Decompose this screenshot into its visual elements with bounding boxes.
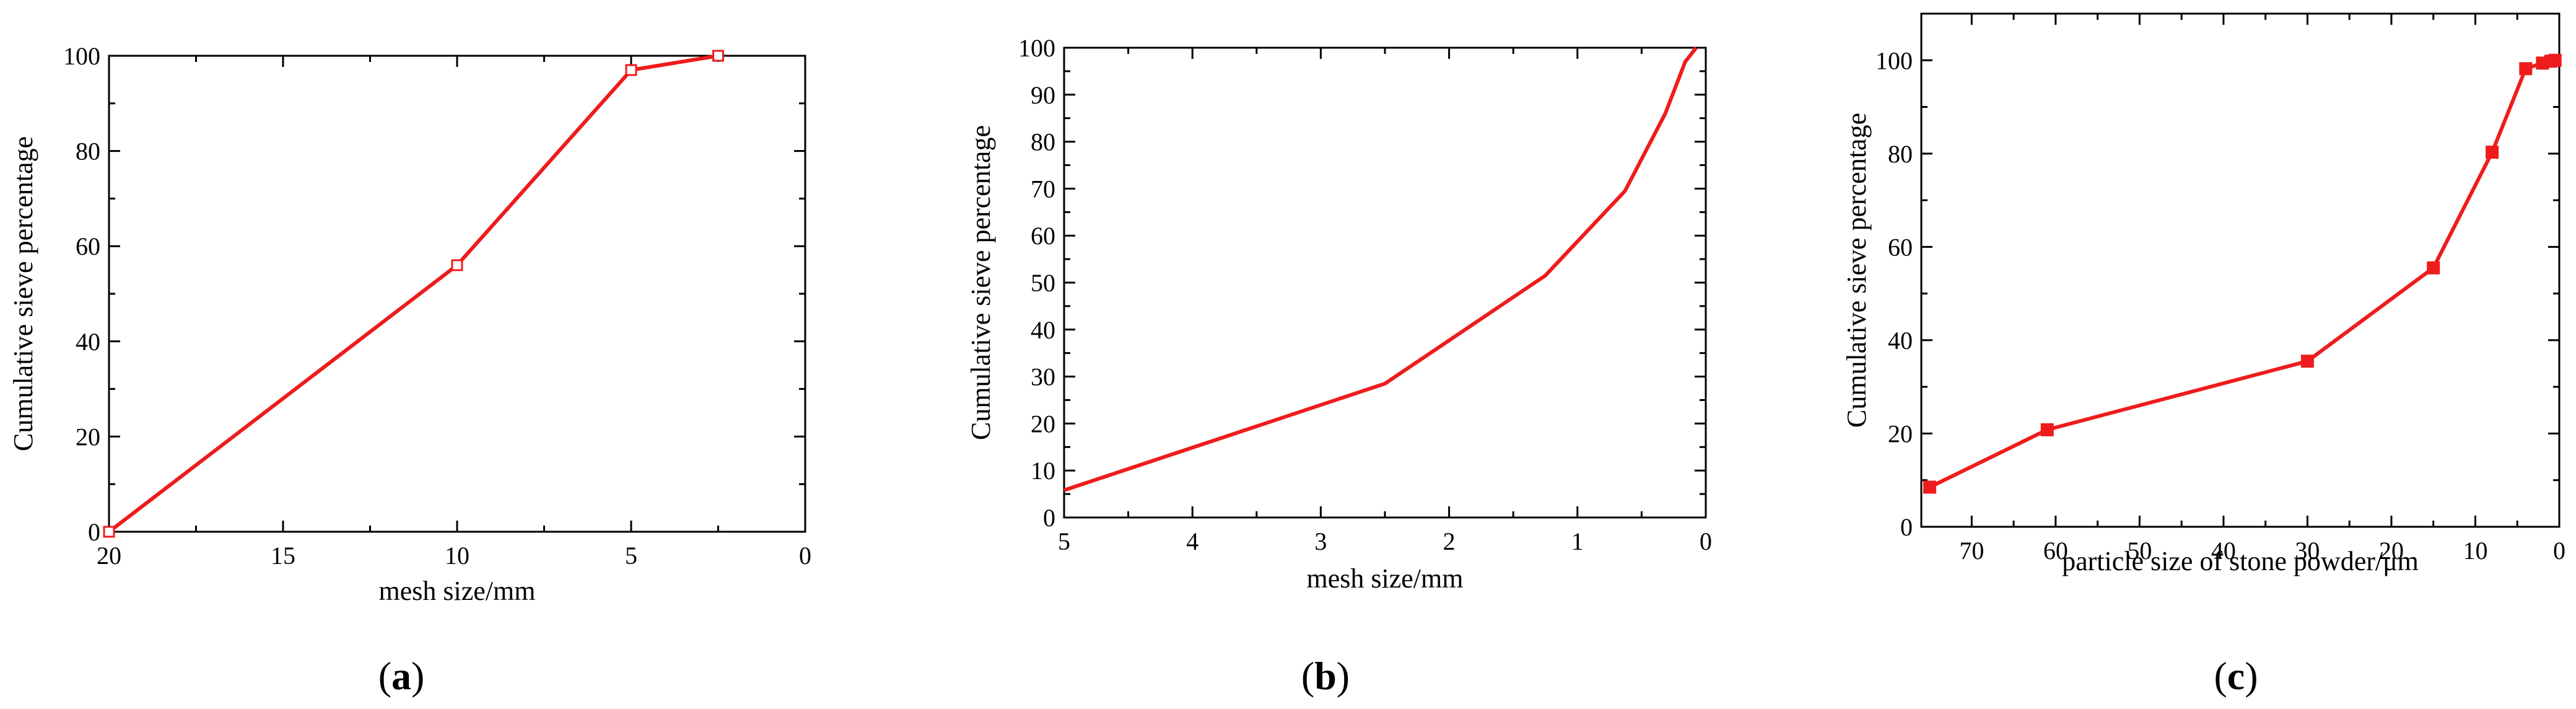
series-line <box>108 54 718 534</box>
data-point-marker <box>625 64 637 76</box>
x-tick-label: 5 <box>625 542 637 570</box>
y-tick-label: 60 <box>1031 222 1055 250</box>
y-tick-label: 20 <box>1888 420 1913 447</box>
y-tick-label: 60 <box>1888 233 1913 261</box>
y-tick-label: 80 <box>76 138 100 165</box>
data-point-marker <box>2486 146 2499 159</box>
y-tick-label: 50 <box>1031 269 1055 297</box>
plot-frame <box>1920 12 2561 528</box>
y-tick-label: 40 <box>1888 327 1913 354</box>
x-tick-label: 70 <box>1959 537 1984 565</box>
x-tick-label: 0 <box>799 542 811 570</box>
data-point-marker <box>1923 480 1937 494</box>
plot-frame <box>1063 46 1707 519</box>
y-tick-label: 40 <box>1031 316 1055 344</box>
y-axis-title: Cumulative sieve percentage <box>8 136 38 451</box>
x-tick-label: 20 <box>2379 537 2404 565</box>
x-tick-label: 1 <box>1571 527 1584 555</box>
series-line <box>1929 58 2556 489</box>
y-tick-label: 0 <box>1900 513 1913 541</box>
y-tick-label: 10 <box>1031 457 1055 485</box>
data-point-marker <box>2300 354 2314 368</box>
x-tick-label: 40 <box>2211 537 2236 565</box>
data-point-marker <box>2519 62 2533 76</box>
y-tick-label: 60 <box>76 232 100 260</box>
data-point-marker <box>451 259 463 271</box>
x-tick-label: 3 <box>1314 527 1327 555</box>
y-tick-label: 0 <box>88 518 100 546</box>
y-tick-label: 100 <box>63 42 100 70</box>
x-axis-title: mesh size/mm <box>379 576 536 606</box>
panel-label: (a) <box>378 654 425 698</box>
y-tick-label: 70 <box>1031 175 1055 203</box>
panel-label: (b) <box>1301 654 1350 698</box>
y-tick-label: 30 <box>1031 363 1055 391</box>
x-tick-label: 60 <box>2043 537 2068 565</box>
y-axis-title: Cumulative sieve percentage <box>966 125 996 440</box>
y-tick-label: 100 <box>1875 46 1913 74</box>
y-tick-label: 80 <box>1031 128 1055 156</box>
data-point-marker <box>2548 53 2562 67</box>
x-tick-label: 2 <box>1443 527 1456 555</box>
x-tick-label: 4 <box>1186 527 1198 555</box>
y-tick-label: 80 <box>1888 140 1913 168</box>
x-tick-label: 15 <box>271 542 295 570</box>
x-tick-label: 10 <box>2463 537 2487 565</box>
y-tick-label: 20 <box>76 423 100 451</box>
y-tick-label: 20 <box>1031 410 1055 438</box>
data-point-marker <box>103 526 115 538</box>
x-axis-title: mesh size/mm <box>1307 563 1464 594</box>
x-axis-title: particle size of stone powder/μm <box>2062 546 2419 576</box>
y-tick-label: 100 <box>1018 34 1055 62</box>
data-point-marker <box>2040 423 2054 436</box>
x-tick-label: 0 <box>1700 527 1712 555</box>
y-tick-label: 90 <box>1031 81 1055 109</box>
y-axis-title: Cumulative sieve percentage <box>1841 113 1872 428</box>
x-tick-label: 0 <box>2553 537 2565 565</box>
data-point-marker <box>2427 261 2440 275</box>
series-line <box>1063 46 1698 492</box>
data-point-marker <box>712 50 724 62</box>
plot-frame <box>108 55 806 533</box>
x-tick-label: 50 <box>2127 537 2152 565</box>
panel-label: (c) <box>2214 654 2258 698</box>
x-tick-label: 20 <box>97 542 121 570</box>
x-tick-label: 10 <box>445 542 469 570</box>
x-tick-label: 5 <box>1058 527 1070 555</box>
y-tick-label: 0 <box>1043 504 1055 532</box>
x-tick-label: 30 <box>2295 537 2320 565</box>
y-tick-label: 40 <box>76 328 100 356</box>
